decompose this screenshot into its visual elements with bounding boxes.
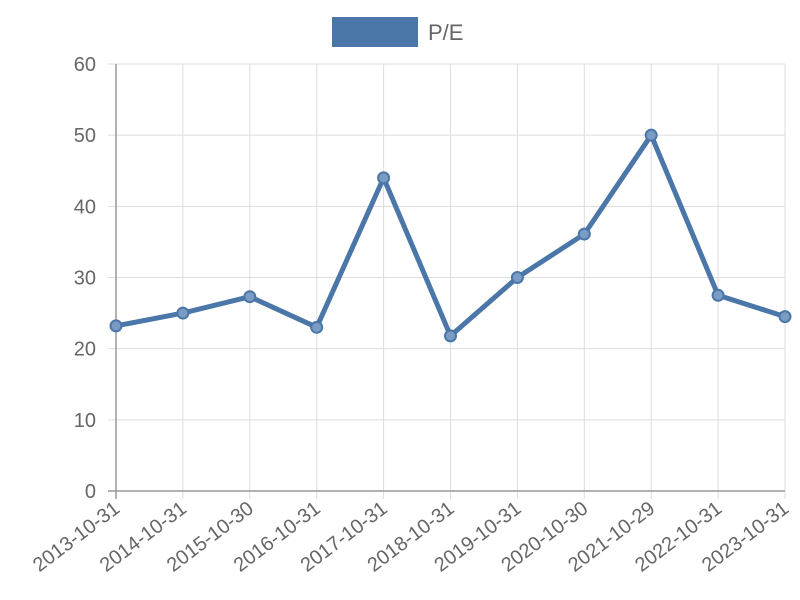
legend-label[interactable]: P/E	[428, 20, 463, 45]
y-tick-label: 20	[74, 339, 96, 361]
data-point[interactable]	[176, 306, 190, 320]
y-axis-tick-labels: 0 10 20 30 40 50 60	[74, 54, 96, 503]
data-point[interactable]	[711, 288, 725, 302]
chart-axes	[108, 64, 785, 499]
data-point[interactable]	[109, 319, 123, 333]
data-point[interactable]	[644, 128, 658, 142]
chart-grid	[108, 63, 786, 499]
y-tick-label: 10	[74, 410, 96, 432]
y-tick-label: 50	[74, 125, 96, 147]
x-axis-tick-labels: 2013-10-312014-10-312015-10-302016-10-31…	[29, 497, 793, 576]
data-point[interactable]	[243, 290, 257, 304]
legend-swatch[interactable]	[332, 17, 418, 47]
y-tick-label: 40	[74, 196, 96, 218]
data-point[interactable]	[778, 310, 792, 324]
data-point[interactable]	[377, 171, 391, 185]
legend[interactable]: P/E	[332, 17, 463, 47]
data-point[interactable]	[577, 227, 591, 241]
y-tick-label: 30	[74, 268, 96, 290]
y-tick-label: 60	[74, 54, 96, 76]
series-layer	[109, 128, 792, 343]
data-point[interactable]	[444, 329, 457, 343]
data-point[interactable]	[510, 271, 524, 284]
y-tick-label: 0	[85, 481, 96, 503]
data-point[interactable]	[310, 320, 324, 334]
